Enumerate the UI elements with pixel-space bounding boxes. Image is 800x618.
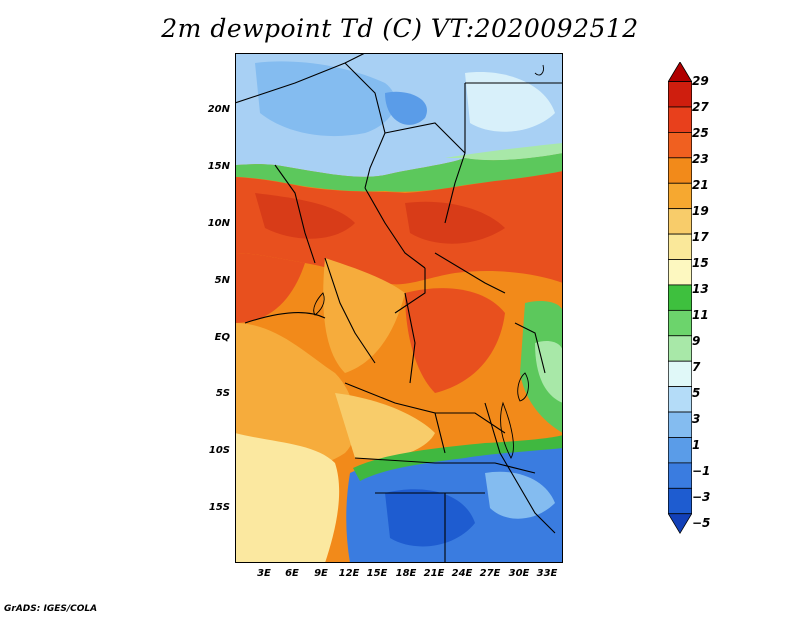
lat-label-10s: 10S	[208, 445, 230, 456]
lon-label-15e: 15E	[366, 568, 388, 579]
lon-label-6e: 6E	[285, 568, 299, 579]
colorbar-label: 13	[692, 282, 709, 296]
colorbar-label: 27	[692, 100, 709, 114]
colorbar-segment	[668, 335, 692, 362]
colorbar-segment	[668, 284, 692, 311]
colorbar	[668, 62, 692, 535]
lon-label-33e: 33E	[536, 568, 558, 579]
colorbar-segment	[668, 437, 692, 464]
lat-label-20n: 20N	[207, 104, 230, 115]
colorbar-label: 19	[692, 204, 709, 218]
colorbar-segment	[668, 132, 692, 159]
lon-label-27e: 27E	[479, 568, 501, 579]
lon-label-21e: 21E	[423, 568, 445, 579]
colorbar-label: 5	[692, 386, 701, 400]
colorbar-label: 7	[692, 360, 701, 374]
lon-label-18e: 18E	[395, 568, 417, 579]
colorbar-label: 9	[692, 334, 701, 348]
dewpoint-map	[235, 53, 563, 563]
colorbar-label: 17	[692, 230, 709, 244]
lon-label-12e: 12E	[338, 568, 360, 579]
colorbar-label: 29	[692, 74, 709, 88]
plot-title: 2m dewpoint Td (C) VT:2020092512	[161, 14, 639, 43]
country-borders	[235, 53, 563, 563]
lat-label-10n: 10N	[207, 218, 230, 229]
colorbar-label: −1	[692, 464, 711, 478]
colorbar-segment	[668, 81, 692, 108]
colorbar-label: 1	[692, 438, 701, 452]
colorbar-segment	[668, 106, 692, 133]
colorbar-segment	[668, 233, 692, 260]
colorbar-label: −3	[692, 490, 711, 504]
colorbar-label: 25	[692, 126, 709, 140]
colorbar-segment	[668, 157, 692, 184]
footer-credit: GrADS: IGES/COLA	[4, 604, 98, 614]
lon-label-3e: 3E	[257, 568, 271, 579]
lat-label-5s: 5S	[215, 388, 230, 399]
colorbar-bottom-arrow	[668, 513, 692, 535]
colorbar-top-arrow	[668, 62, 692, 82]
colorbar-segment	[668, 360, 692, 388]
lat-label-5n: 5N	[214, 275, 230, 286]
colorbar-segment	[668, 386, 692, 413]
colorbar-segment	[668, 208, 692, 235]
lat-label-eq: EQ	[214, 332, 230, 343]
colorbar-label: −5	[692, 516, 711, 530]
lat-label-15n: 15N	[207, 161, 230, 172]
colorbar-segment	[668, 462, 692, 489]
colorbar-segment	[668, 259, 692, 286]
humid-red-band	[235, 171, 563, 285]
colorbar-segment	[668, 411, 692, 438]
lon-label-24e: 24E	[451, 568, 473, 579]
colorbar-segment	[668, 309, 692, 337]
lon-label-9e: 9E	[314, 568, 328, 579]
colorbar-label: 23	[692, 152, 709, 166]
lon-label-30e: 30E	[508, 568, 530, 579]
colorbar-label: 21	[692, 178, 709, 192]
colorbar-segment	[668, 182, 692, 210]
sahel-green-band	[235, 153, 563, 192]
southwest-pale-region	[235, 433, 340, 563]
colorbar-segment	[668, 487, 692, 515]
colorbar-label: 15	[692, 256, 709, 270]
lat-label-15s: 15S	[208, 502, 230, 513]
colorbar-label: 11	[692, 308, 709, 322]
colorbar-label: 3	[692, 412, 701, 426]
